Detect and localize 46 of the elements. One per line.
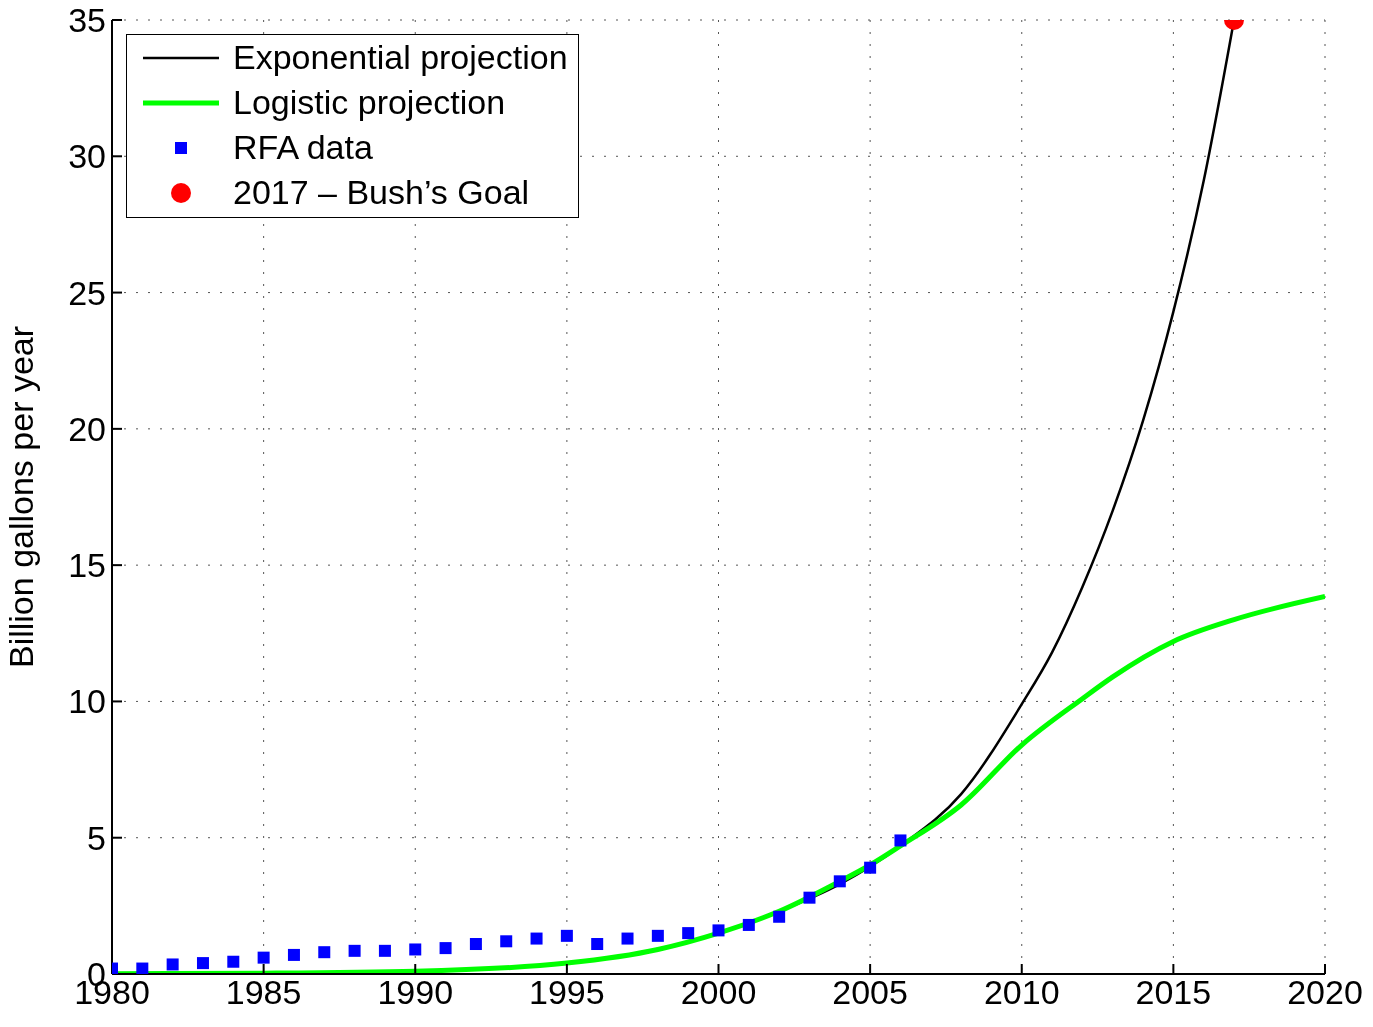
point <box>166 958 179 971</box>
y-tick-label: 10 <box>68 682 106 721</box>
point <box>803 891 816 904</box>
y-tick-label: 25 <box>68 273 106 312</box>
point <box>560 929 573 942</box>
point <box>227 955 240 968</box>
point <box>712 924 725 937</box>
point <box>136 962 149 974</box>
point <box>348 944 361 957</box>
point <box>530 932 543 945</box>
point <box>439 942 452 955</box>
point <box>500 935 513 948</box>
x-tick-label: 2005 <box>832 973 908 1012</box>
point <box>773 910 786 923</box>
x-tick-label: 2010 <box>983 973 1060 1012</box>
point <box>651 929 664 942</box>
legend-label: Logistic projection <box>233 83 506 122</box>
x-tick-label: 1985 <box>225 973 302 1012</box>
point <box>469 938 482 951</box>
point <box>894 834 907 847</box>
x-tick-label: 2020 <box>1287 973 1363 1012</box>
x-tick-label: 2000 <box>680 973 757 1012</box>
y-tick-label: 5 <box>87 818 106 857</box>
legend-label: Exponential projection <box>233 38 568 77</box>
point <box>409 943 422 956</box>
y-tick-label: 15 <box>68 546 106 585</box>
point <box>591 938 604 951</box>
point <box>864 861 877 874</box>
point <box>742 918 755 931</box>
x-tick-label: 1990 <box>377 973 454 1012</box>
y-tick-label: 20 <box>68 409 106 448</box>
point <box>196 957 209 970</box>
point <box>257 951 270 964</box>
point <box>682 927 695 940</box>
y-tick-label: 35 <box>68 1 106 40</box>
legend-label: 2017 – Bush’s Goal <box>233 173 530 212</box>
point <box>833 875 846 888</box>
y-axis-title: Billion gallons per year <box>2 325 41 669</box>
point <box>287 948 300 961</box>
y-tick-label: 30 <box>68 137 106 176</box>
point <box>318 946 331 959</box>
point <box>621 932 634 945</box>
x-tick-label: 1995 <box>529 973 605 1012</box>
legend-label: RFA data <box>233 128 373 167</box>
x-tick-label: 2015 <box>1135 973 1212 1012</box>
point <box>378 944 391 957</box>
